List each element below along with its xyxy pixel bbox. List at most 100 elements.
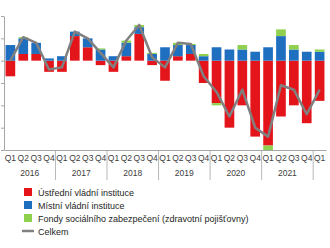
x-tick-label: Q4 (198, 153, 210, 163)
y-tick-mark (1, 61, 4, 62)
y-tick (1, 128, 4, 129)
bar (199, 56, 209, 60)
plot-area (6, 25, 325, 150)
x-tick: Q2 (172, 150, 184, 163)
bar (289, 50, 299, 61)
legend-label: Místní vládní instituce (38, 201, 125, 211)
bar (70, 60, 80, 61)
x-tick-label: Q3 (82, 153, 94, 163)
x-tick-label: Q3 (30, 153, 42, 163)
bar (276, 36, 286, 61)
x-tick: Q2 (121, 150, 133, 163)
bar (315, 50, 325, 52)
x-tick: Q1 (262, 150, 274, 163)
bar (302, 52, 312, 61)
x-tick-label: Q1 (56, 153, 68, 163)
bar (250, 60, 260, 61)
bar-series (6, 34, 325, 146)
y-tick (1, 61, 4, 62)
bar (212, 47, 222, 60)
x-tick-label: Q1 (108, 153, 120, 163)
bar (83, 47, 93, 60)
x-tick: Q4 (301, 150, 313, 163)
y-tick (1, 150, 4, 151)
legend-label: Fondy sociálního zabezpečení (zdravotní … (38, 214, 249, 224)
x-tick: Q2 (69, 150, 81, 163)
x-tick-label: Q1 (262, 153, 274, 163)
legend-swatch (22, 230, 34, 233)
x-tick-label: Q1 (159, 153, 171, 163)
x-tick-label: Q3 (185, 153, 197, 163)
y-tick-mark (1, 128, 4, 129)
x-tick-label: Q3 (134, 153, 146, 163)
bar (31, 60, 41, 61)
year-label: 2019 (175, 168, 194, 178)
bar (225, 60, 235, 61)
legend-swatch (24, 201, 32, 209)
x-tick-label: Q3 (288, 153, 300, 163)
bar (225, 50, 235, 61)
bar (96, 61, 106, 65)
year-separator (313, 150, 314, 180)
y-tick (1, 83, 4, 84)
bar (250, 52, 260, 61)
bar (134, 34, 144, 61)
x-tick-label: Q2 (275, 153, 287, 163)
year-separator (210, 150, 211, 180)
line (10, 25, 319, 137)
y-axis (1, 17, 5, 151)
y-tick (1, 105, 4, 106)
x-tick: Q4 (198, 150, 210, 163)
x-axis-line (5, 150, 327, 151)
y-tick-mark (1, 38, 4, 39)
year-labels: 201620172018201920202021 (20, 150, 313, 180)
legend-swatch (24, 188, 32, 196)
legend-label: Ústřední vládní instituce (38, 188, 134, 198)
x-tick: Q3 (237, 150, 249, 163)
bar (302, 60, 312, 61)
x-tick: Q3 (134, 150, 146, 163)
bar (122, 56, 132, 60)
x-tick-label: Q4 (301, 153, 313, 163)
year-separator (261, 150, 262, 180)
x-tick-label: Q2 (172, 153, 184, 163)
year-separator (55, 150, 56, 180)
legend-swatch (24, 214, 32, 222)
x-tick: Q1 (56, 150, 68, 163)
y-tick (1, 38, 4, 39)
legend-label: Celkem (38, 227, 69, 237)
x-tick-label: Q4 (95, 153, 107, 163)
x-tick-label: Q3 (237, 153, 249, 163)
bar (212, 103, 222, 105)
legend: Ústřední vládní instituce Místní vládní i… (22, 188, 249, 237)
bar (263, 47, 273, 60)
bar-series (18, 25, 324, 150)
x-tick: Q3 (288, 150, 300, 163)
x-tick-label: Q2 (224, 153, 236, 163)
bar (237, 45, 247, 49)
bar (199, 54, 209, 56)
year-label: 2018 (123, 168, 142, 178)
year-label: 2021 (278, 168, 297, 178)
x-tick: Q4 (43, 150, 55, 163)
x-tick: Q2 (224, 150, 236, 163)
x-tick-label: Q2 (69, 153, 81, 163)
x-tick: Q3 (30, 150, 42, 163)
year-label: 2017 (72, 168, 91, 178)
x-tick: Q2 (275, 150, 287, 163)
year-label: 2020 (226, 168, 245, 178)
x-tick-label: Q4 (43, 153, 55, 163)
x-tick-label: Q1 (5, 153, 17, 163)
bar (276, 29, 286, 36)
bar (6, 61, 16, 77)
x-tick-label: Q2 (121, 153, 133, 163)
y-tick-mark (1, 83, 4, 84)
x-tick: Q4 (95, 150, 107, 163)
x-tick-label: Q4 (146, 153, 158, 163)
bar-series (6, 27, 325, 61)
bar (18, 38, 28, 54)
y-tick-mark (1, 16, 4, 17)
bar (289, 45, 299, 49)
y-tick (1, 16, 4, 17)
bar (18, 54, 28, 61)
